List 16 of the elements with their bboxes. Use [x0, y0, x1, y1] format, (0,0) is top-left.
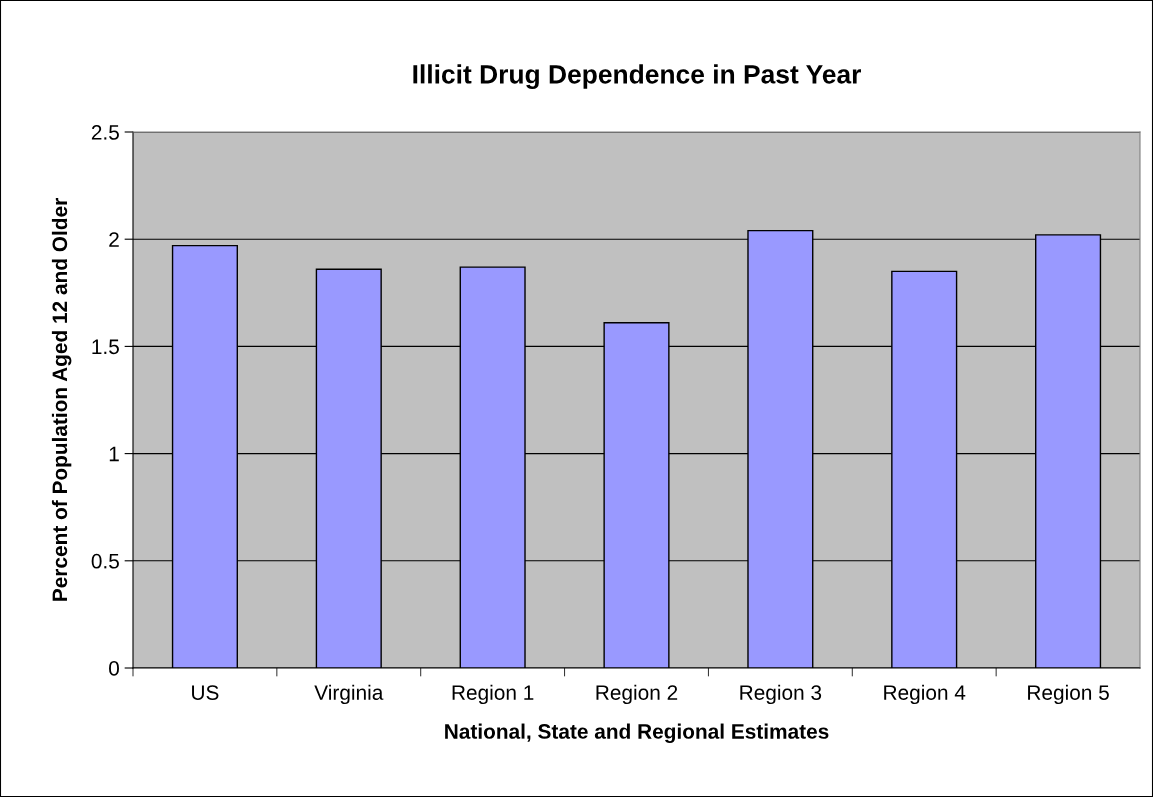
x-tick-label: Region 1 — [452, 684, 534, 705]
x-tick-label: Region 2 — [596, 684, 678, 705]
x-tick-label: Region 4 — [884, 684, 966, 705]
y-tick-label: 0 — [109, 661, 119, 676]
y-tick-label: 2.5 — [91, 125, 119, 140]
x-axis-title: National, State and Regional Estimates — [445, 723, 829, 744]
x-tick-label: Region 5 — [1028, 684, 1109, 705]
y-tick-label: 2 — [109, 232, 119, 247]
y-axis-title: Percent of Population Aged 12 and Older — [51, 198, 72, 601]
x-tick-label: Region 3 — [740, 684, 822, 705]
x-tick-label: Virginia — [314, 684, 384, 705]
y-tick-label: 1.5 — [92, 339, 119, 355]
chart-title: Illicit Drug Dependence in Past Year — [413, 64, 861, 89]
y-tick-label: 1 — [109, 446, 119, 462]
x-tick-label: US — [192, 685, 219, 700]
y-tick-label: 0.5 — [91, 553, 119, 569]
